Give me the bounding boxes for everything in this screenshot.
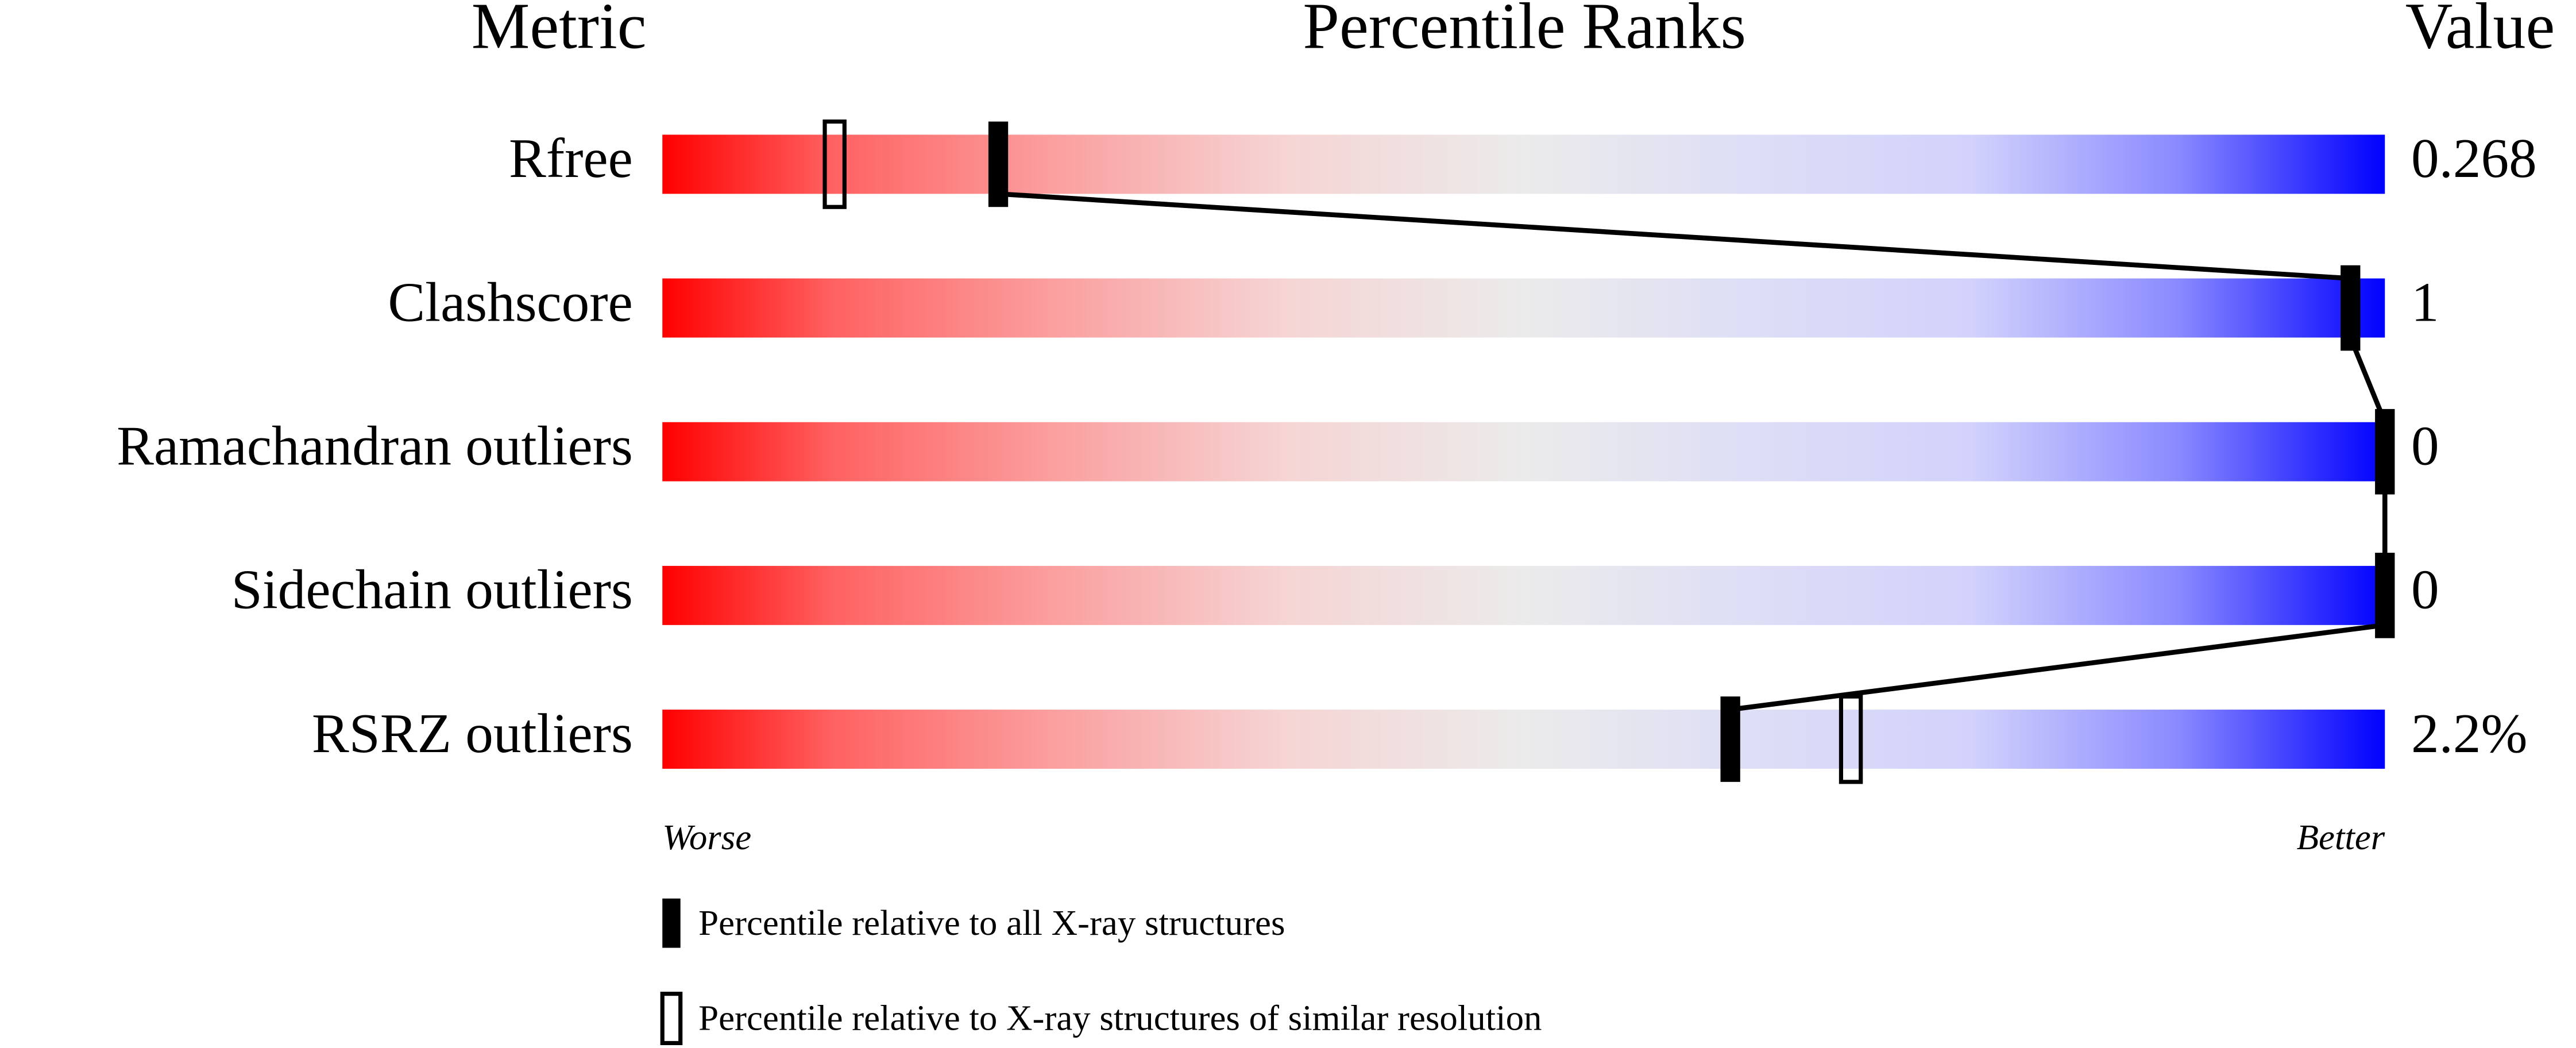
marker-similar	[822, 119, 847, 209]
slider-bar	[662, 134, 2385, 194]
metric-value: 1	[2411, 271, 2439, 333]
metric-value: 2.2%	[2411, 703, 2527, 765]
header-percentile: Percentile Ranks	[1303, 0, 1746, 62]
connector-line	[1730, 622, 2385, 712]
marker-all	[988, 121, 1009, 207]
legend-swatch	[662, 898, 681, 948]
slider-bar	[662, 710, 2385, 769]
marker-all	[2341, 265, 2361, 351]
marker-all	[2375, 409, 2395, 495]
header-metric: Metric	[472, 0, 647, 62]
legend-swatch	[660, 992, 683, 1045]
metric-value: 0	[2411, 415, 2439, 477]
metric-label: Rfree	[509, 128, 633, 190]
marker-all	[1720, 696, 1740, 782]
connector-line	[2348, 336, 2388, 423]
legend-label: Percentile relative to all X-ray structu…	[698, 903, 1285, 943]
slider-bar	[662, 565, 2385, 625]
metric-label: Sidechain outliers	[231, 559, 633, 621]
metric-label: RSRZ outliers	[312, 703, 633, 765]
metric-value: 0	[2411, 559, 2439, 621]
axis-worse: Worse	[662, 817, 751, 857]
metric-label: Clashscore	[388, 271, 632, 333]
axis-better: Better	[2297, 817, 2385, 857]
header-value: Value	[2405, 0, 2555, 62]
metric-label: Ramachandran outliers	[117, 415, 633, 477]
marker-similar	[1839, 694, 1863, 784]
slider-bar	[662, 278, 2385, 338]
metric-value: 0.268	[2411, 128, 2537, 190]
marker-all	[2375, 553, 2395, 638]
connector-line	[998, 191, 2351, 281]
slider-bar	[662, 422, 2385, 481]
legend-label: Percentile relative to X-ray structures …	[698, 998, 1542, 1038]
